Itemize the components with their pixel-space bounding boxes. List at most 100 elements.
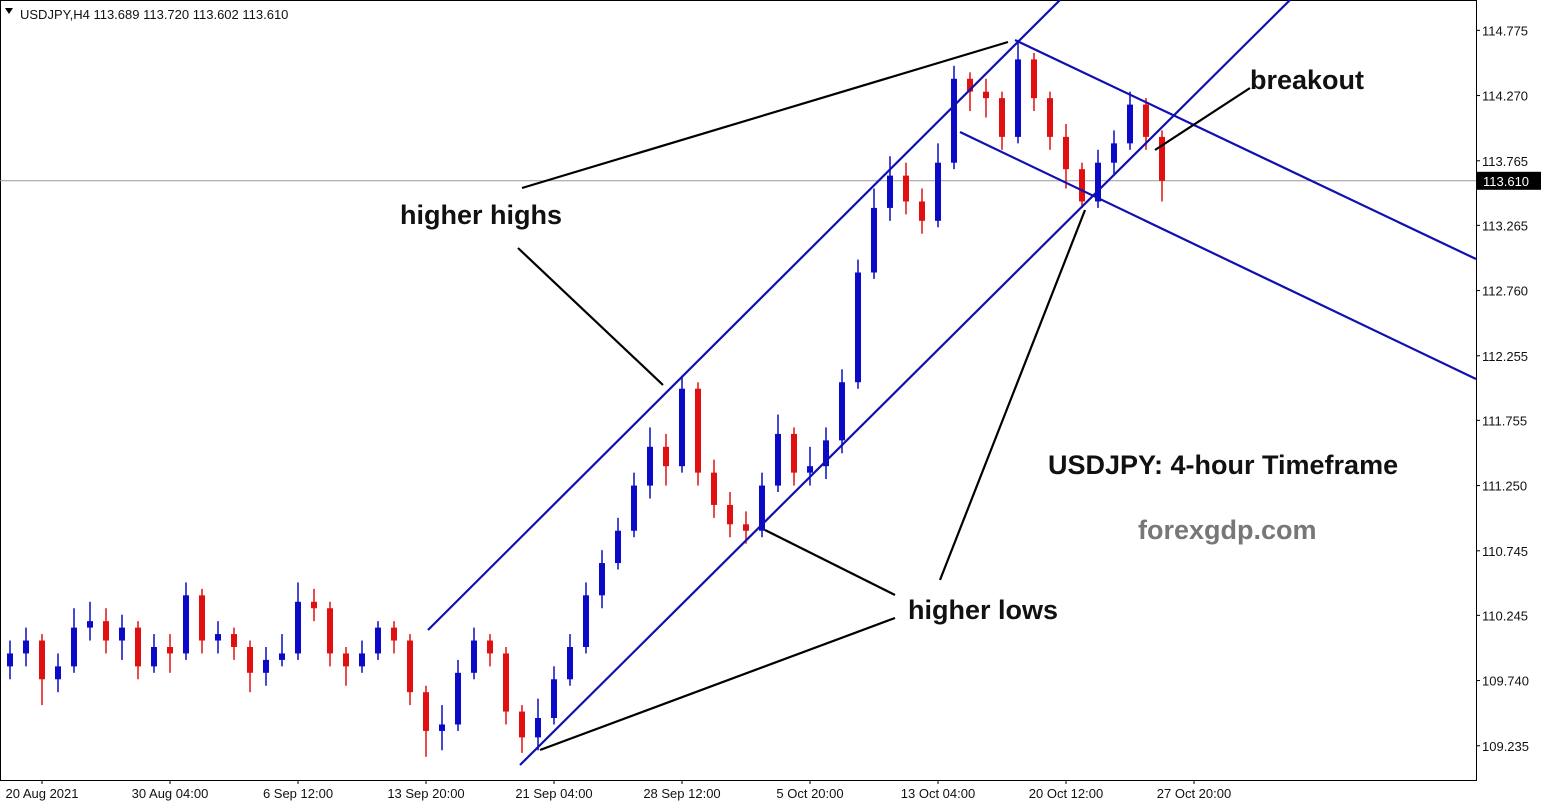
y-tick-label: 113.765 bbox=[1482, 154, 1528, 169]
candle-body bbox=[727, 504, 733, 525]
down-channel-upper bbox=[1014, 39, 1477, 260]
candle-body bbox=[935, 162, 941, 221]
candle-body bbox=[263, 659, 269, 673]
y-tick-label: 114.270 bbox=[1482, 89, 1528, 104]
candle-body bbox=[871, 207, 877, 273]
candle-body bbox=[599, 563, 605, 596]
candle-body bbox=[839, 382, 845, 441]
candle-body bbox=[391, 627, 397, 641]
candle-body bbox=[487, 640, 493, 654]
y-tick-label: 111.250 bbox=[1482, 479, 1527, 494]
candle-body bbox=[375, 627, 381, 654]
pointer bbox=[1154, 87, 1251, 151]
candle-body bbox=[1111, 143, 1117, 163]
candle-body bbox=[1127, 104, 1133, 144]
candle-body bbox=[791, 433, 797, 473]
candle-body bbox=[711, 472, 717, 505]
candle-body bbox=[71, 627, 77, 667]
x-tick-label: 30 Aug 04:00 bbox=[132, 786, 209, 801]
candle-body bbox=[471, 640, 477, 673]
candle-body bbox=[1063, 136, 1069, 170]
candle-body bbox=[231, 634, 237, 647]
candle-body bbox=[247, 646, 253, 673]
candle-body bbox=[775, 433, 781, 486]
y-tick-label: 110.245 bbox=[1482, 608, 1528, 623]
down-channel-lower bbox=[959, 131, 1477, 380]
y-tick-label: 109.235 bbox=[1482, 739, 1529, 754]
candle-body bbox=[279, 653, 285, 660]
candle-body bbox=[679, 388, 685, 467]
x-tick-label: 27 Oct 20:00 bbox=[1157, 786, 1231, 801]
candle-body bbox=[887, 175, 893, 208]
y-tick-label: 112.760 bbox=[1482, 284, 1528, 299]
candle-body bbox=[919, 201, 925, 221]
pointer bbox=[521, 40, 1009, 190]
candle-body bbox=[199, 595, 205, 641]
candle-body bbox=[327, 608, 333, 654]
drawings bbox=[427, 0, 1477, 766]
candle-body bbox=[1159, 136, 1165, 181]
y-tick-label: 109.740 bbox=[1482, 674, 1529, 689]
candle-body bbox=[519, 711, 525, 738]
candle-body bbox=[183, 595, 189, 654]
candle-body bbox=[103, 621, 109, 641]
candle-body bbox=[647, 446, 653, 486]
candle-body bbox=[215, 634, 221, 641]
x-tick-label: 13 Sep 20:00 bbox=[387, 786, 464, 801]
candle-body bbox=[983, 91, 989, 99]
x-tick-label: 20 Oct 12:00 bbox=[1029, 786, 1103, 801]
candle-body bbox=[903, 175, 909, 202]
x-tick-label: 28 Sep 12:00 bbox=[643, 786, 720, 801]
candle-body bbox=[503, 653, 509, 712]
candle-body bbox=[39, 640, 45, 680]
candle-body bbox=[23, 640, 29, 654]
x-tick-label: 20 Aug 2021 bbox=[5, 786, 78, 801]
candle-body bbox=[55, 666, 61, 680]
candle-body bbox=[423, 692, 429, 731]
candle-body bbox=[1047, 98, 1053, 137]
candle-body bbox=[807, 466, 813, 473]
x-tick-label: 5 Oct 20:00 bbox=[776, 786, 843, 801]
y-tick-label: 111.755 bbox=[1482, 413, 1527, 428]
channel-lower bbox=[519, 0, 1291, 766]
y-tick-label: 110.745 bbox=[1482, 544, 1528, 559]
candle-body bbox=[631, 485, 637, 531]
candle-body bbox=[951, 78, 957, 163]
candle-body bbox=[1143, 104, 1149, 137]
candle-body bbox=[567, 646, 573, 680]
candle-body bbox=[535, 718, 541, 738]
candle-body bbox=[439, 724, 445, 731]
candle-body bbox=[823, 440, 829, 467]
annotation: USDJPY: 4-hour Timeframe bbox=[1048, 450, 1398, 480]
candle-body bbox=[455, 672, 461, 725]
menu-arrow bbox=[5, 8, 13, 14]
candle-body bbox=[999, 98, 1005, 137]
y-tick-label: 114.775 bbox=[1482, 23, 1528, 38]
candle-body bbox=[1015, 59, 1021, 137]
y-tick-label: 113.265 bbox=[1482, 218, 1528, 233]
candle-body bbox=[359, 653, 365, 667]
watermark: forexgdp.com bbox=[1138, 515, 1317, 545]
channel-upper bbox=[427, 0, 1061, 631]
y-tick-label: 112.255 bbox=[1482, 349, 1528, 364]
pointer bbox=[517, 247, 664, 386]
price-tag bbox=[1477, 171, 1541, 190]
plot-frame bbox=[0, 0, 1477, 781]
x-tick-label: 13 Oct 04:00 bbox=[901, 786, 975, 801]
annotation: breakout bbox=[1250, 65, 1364, 95]
candle-body bbox=[167, 646, 173, 654]
candle-body bbox=[7, 653, 13, 667]
candle-body bbox=[135, 627, 141, 667]
candle-body bbox=[967, 78, 973, 92]
candle-body bbox=[1079, 169, 1085, 202]
candle-body bbox=[663, 446, 669, 467]
candle-body bbox=[759, 485, 765, 531]
candle-body bbox=[583, 595, 589, 647]
candle-body bbox=[1031, 59, 1037, 99]
candle-body bbox=[87, 621, 93, 628]
candle-body bbox=[311, 601, 317, 609]
pointer bbox=[938, 209, 1087, 581]
